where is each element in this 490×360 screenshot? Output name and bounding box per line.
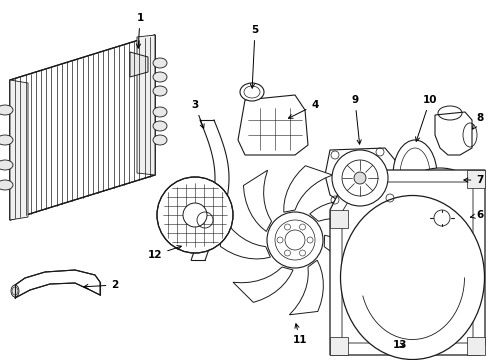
Circle shape <box>183 203 207 227</box>
Text: 12: 12 <box>148 246 181 260</box>
Polygon shape <box>324 235 365 291</box>
Polygon shape <box>290 260 323 315</box>
Text: 11: 11 <box>293 324 307 345</box>
Text: 1: 1 <box>136 13 144 48</box>
Bar <box>467 337 485 355</box>
Polygon shape <box>435 112 472 155</box>
Text: 13: 13 <box>393 340 407 350</box>
Bar <box>330 337 348 355</box>
Ellipse shape <box>153 58 167 68</box>
Text: 6: 6 <box>470 210 484 220</box>
Ellipse shape <box>11 285 19 297</box>
Polygon shape <box>330 170 485 355</box>
Polygon shape <box>10 35 155 220</box>
Text: 3: 3 <box>192 100 204 129</box>
Ellipse shape <box>393 140 437 210</box>
Polygon shape <box>15 270 100 298</box>
Bar <box>467 170 485 188</box>
Ellipse shape <box>414 200 470 236</box>
Ellipse shape <box>153 135 167 145</box>
Ellipse shape <box>153 107 167 117</box>
Polygon shape <box>238 95 308 155</box>
Ellipse shape <box>415 168 465 192</box>
Circle shape <box>267 212 323 268</box>
Ellipse shape <box>153 72 167 82</box>
Ellipse shape <box>341 195 485 360</box>
Text: 10: 10 <box>416 95 437 141</box>
Polygon shape <box>130 52 148 77</box>
Circle shape <box>354 172 366 184</box>
Ellipse shape <box>0 160 13 170</box>
Text: 7: 7 <box>464 175 484 185</box>
Circle shape <box>332 150 388 206</box>
Text: 9: 9 <box>351 95 361 144</box>
Polygon shape <box>233 267 293 302</box>
Text: 2: 2 <box>84 280 119 290</box>
Ellipse shape <box>153 86 167 96</box>
Ellipse shape <box>0 180 13 190</box>
Text: 8: 8 <box>472 113 484 129</box>
Polygon shape <box>10 80 28 220</box>
Polygon shape <box>284 166 333 212</box>
Text: 4: 4 <box>289 100 318 118</box>
Polygon shape <box>310 201 369 229</box>
Ellipse shape <box>153 121 167 131</box>
Polygon shape <box>325 148 398 208</box>
Ellipse shape <box>0 135 13 145</box>
Polygon shape <box>137 35 155 175</box>
Ellipse shape <box>0 105 13 115</box>
Ellipse shape <box>240 83 264 101</box>
Circle shape <box>157 177 233 253</box>
Text: 5: 5 <box>250 25 259 88</box>
Bar <box>330 210 348 228</box>
Polygon shape <box>220 218 270 259</box>
Polygon shape <box>244 170 271 231</box>
